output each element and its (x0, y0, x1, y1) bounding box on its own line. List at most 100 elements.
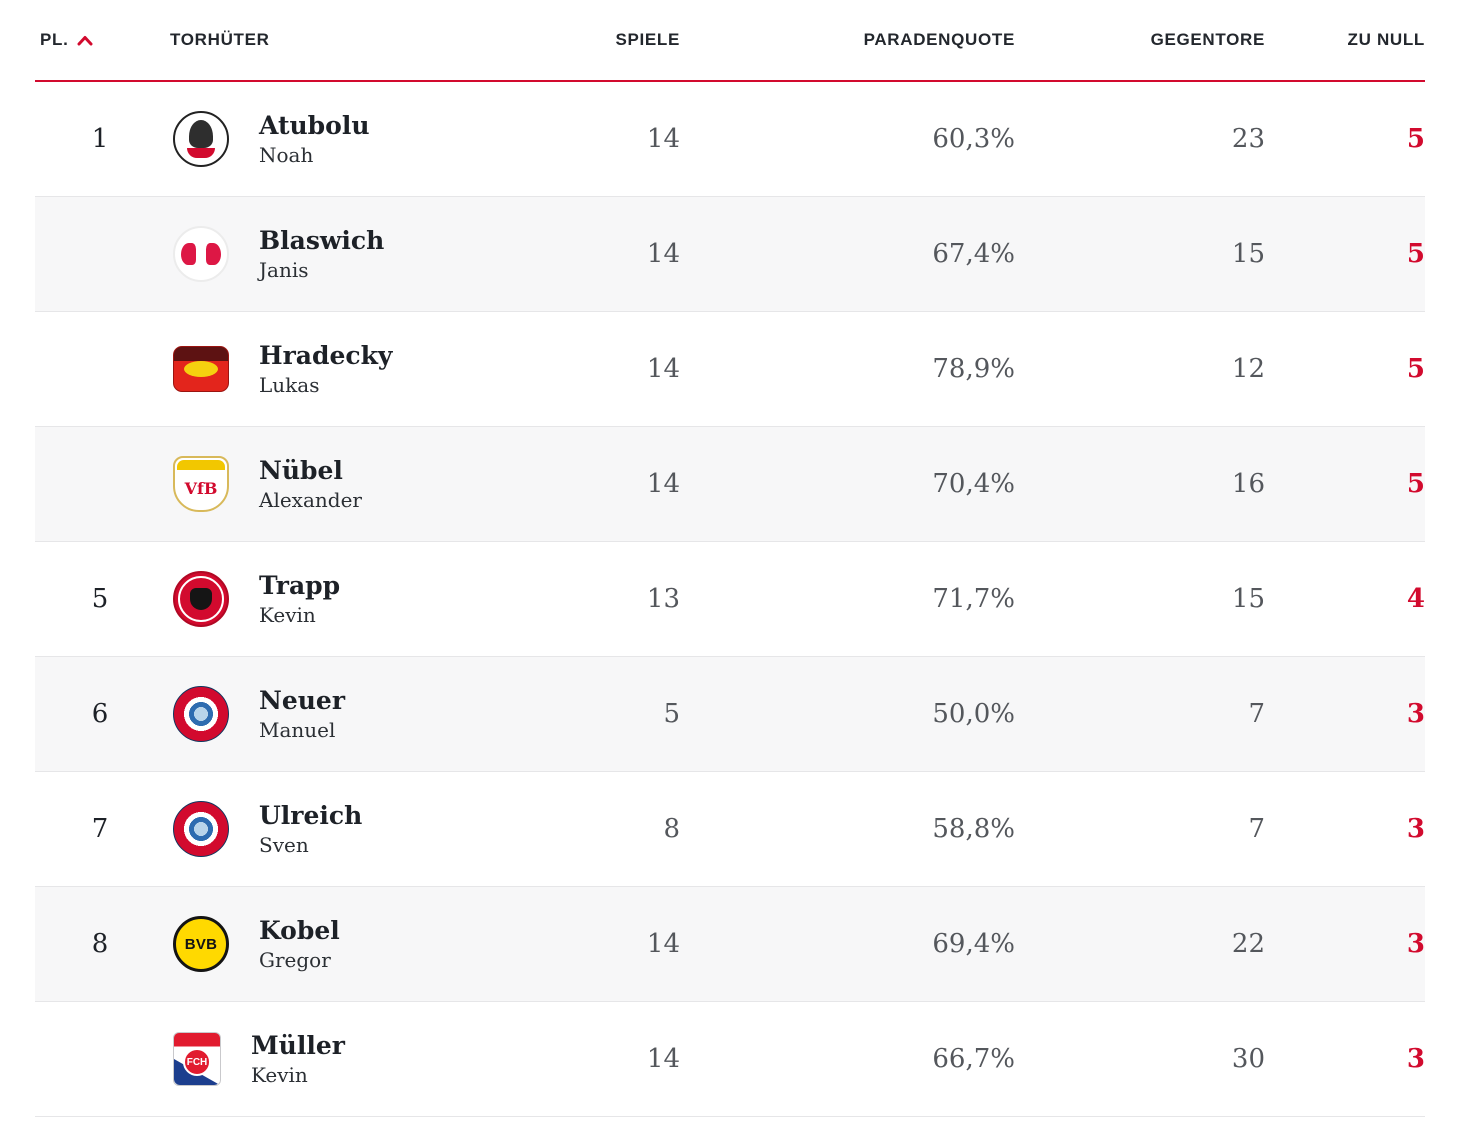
rank-cell: 5 (91, 584, 109, 614)
player-last-name: Neuer (259, 685, 346, 715)
zu-null-cell: 4 (1406, 584, 1425, 614)
gegentore-cell: 16 (1231, 469, 1265, 499)
club-logo: BVB (173, 916, 229, 972)
club-logo: FCH (173, 1032, 221, 1086)
table-row: FCH Müller Kevin 14 66,7% 30 3 (35, 1002, 1425, 1117)
player-last-name: Trapp (259, 570, 341, 600)
club-logo (173, 686, 229, 742)
table-row: 7 Ulreich Sven 8 58,8% 7 3 (35, 772, 1425, 887)
rank-cell: 7 (91, 814, 109, 844)
player-cell[interactable]: Neuer Manuel (165, 686, 495, 742)
player-first-name: Alexander (259, 487, 362, 512)
spiele-cell: 14 (646, 929, 680, 959)
player-last-name: Ulreich (259, 800, 363, 830)
player-first-name: Kevin (251, 1062, 308, 1087)
header-gegentore[interactable]: GEGENTORE (1150, 30, 1265, 49)
player-first-name: Manuel (259, 717, 336, 742)
club-logo-text: BVB (184, 935, 218, 953)
rank-cell: 1 (91, 124, 109, 154)
paradenquote-cell: 69,4% (932, 929, 1015, 959)
paradenquote-cell: 67,4% (932, 239, 1015, 269)
spiele-cell: 14 (646, 1044, 680, 1074)
zu-null-cell: 3 (1406, 814, 1425, 844)
spiele-cell: 13 (646, 584, 680, 614)
gegentore-cell: 15 (1231, 584, 1265, 614)
player-name: Kobel Gregor (259, 915, 340, 972)
paradenquote-cell: 60,3% (932, 124, 1015, 154)
paradenquote-cell: 70,4% (932, 469, 1015, 499)
zu-null-cell: 5 (1406, 354, 1425, 384)
gegentore-cell: 12 (1231, 354, 1265, 384)
zu-null-cell: 5 (1406, 469, 1425, 499)
player-cell[interactable]: Atubolu Noah (165, 111, 495, 167)
header-paradenquote[interactable]: PARADENQUOTE (863, 30, 1015, 49)
player-first-name: Noah (259, 142, 314, 167)
player-cell[interactable]: Blaswich Janis (165, 226, 495, 282)
player-cell[interactable]: VfB Nübel Alexander (165, 456, 495, 512)
player-name: Atubolu Noah (259, 110, 370, 167)
club-logo: VfB (173, 456, 229, 512)
header-pl[interactable]: PL. (35, 30, 165, 50)
zu-null-cell: 3 (1406, 1044, 1425, 1074)
paradenquote-cell: 58,8% (932, 814, 1015, 844)
spiele-cell: 14 (646, 354, 680, 384)
player-name: Neuer Manuel (259, 685, 346, 742)
spiele-cell: 14 (646, 239, 680, 269)
player-name: Nübel Alexander (259, 455, 362, 512)
rank-cell: 8 (91, 929, 109, 959)
club-logo-text: FCH (183, 1048, 211, 1076)
sort-asc-icon (77, 35, 93, 46)
paradenquote-cell: 50,0% (932, 699, 1015, 729)
table-row: 5 Trapp Kevin 13 71,7% 15 4 (35, 542, 1425, 657)
spiele-cell: 14 (646, 469, 680, 499)
table-row: Hradecky Lukas 14 78,9% 12 5 (35, 312, 1425, 427)
player-cell[interactable]: FCH Müller Kevin (165, 1030, 495, 1087)
club-logo (173, 111, 229, 167)
club-logo-text: VfB (184, 478, 218, 498)
spiele-cell: 5 (663, 699, 680, 729)
player-name: Ulreich Sven (259, 800, 363, 857)
club-logo (173, 346, 229, 392)
player-name: Müller Kevin (251, 1030, 345, 1087)
player-name: Hradecky Lukas (259, 341, 392, 397)
player-name: Trapp Kevin (259, 570, 341, 627)
header-pl-label: PL. (40, 30, 69, 49)
spiele-cell: 8 (663, 814, 680, 844)
player-cell[interactable]: Ulreich Sven (165, 801, 495, 857)
header-spiele[interactable]: SPIELE (615, 30, 680, 49)
table-row: VfB Nübel Alexander 14 70,4% 16 5 (35, 427, 1425, 542)
player-name: Blaswich Janis (259, 226, 384, 282)
table-row: Blaswich Janis 14 67,4% 15 5 (35, 197, 1425, 312)
paradenquote-cell: 66,7% (932, 1044, 1015, 1074)
spiele-cell: 14 (646, 124, 680, 154)
player-first-name: Janis (259, 257, 309, 282)
player-first-name: Sven (259, 832, 309, 857)
gegentore-cell: 30 (1231, 1044, 1265, 1074)
rank-cell: 6 (91, 699, 109, 729)
player-cell[interactable]: BVB Kobel Gregor (165, 916, 495, 972)
gegentore-cell: 7 (1248, 814, 1265, 844)
player-last-name: Atubolu (259, 110, 370, 140)
player-first-name: Kevin (259, 602, 316, 627)
gegentore-cell: 7 (1248, 699, 1265, 729)
zu-null-cell: 5 (1406, 239, 1425, 269)
table-body: 1 Atubolu Noah 14 60,3% 23 5 Blaswich Ja… (35, 82, 1425, 1117)
paradenquote-cell: 71,7% (932, 584, 1015, 614)
player-last-name: Müller (251, 1030, 345, 1060)
header-torhueter[interactable]: TORHÜTER (170, 30, 270, 49)
player-last-name: Nübel (259, 455, 343, 485)
player-cell[interactable]: Hradecky Lukas (165, 341, 495, 397)
club-logo (173, 571, 229, 627)
header-zu-null[interactable]: ZU NULL (1347, 30, 1425, 49)
player-first-name: Gregor (259, 947, 331, 972)
gegentore-cell: 22 (1231, 929, 1265, 959)
club-logo (173, 226, 229, 282)
table-header: PL. TORHÜTER SPIELE PARADENQUOTE GEGENTO… (35, 0, 1425, 82)
table-row: 6 Neuer Manuel 5 50,0% 7 3 (35, 657, 1425, 772)
zu-null-cell: 5 (1406, 124, 1425, 154)
zu-null-cell: 3 (1406, 699, 1425, 729)
zu-null-cell: 3 (1406, 929, 1425, 959)
player-last-name: Kobel (259, 915, 340, 945)
club-logo (173, 801, 229, 857)
player-cell[interactable]: Trapp Kevin (165, 571, 495, 627)
